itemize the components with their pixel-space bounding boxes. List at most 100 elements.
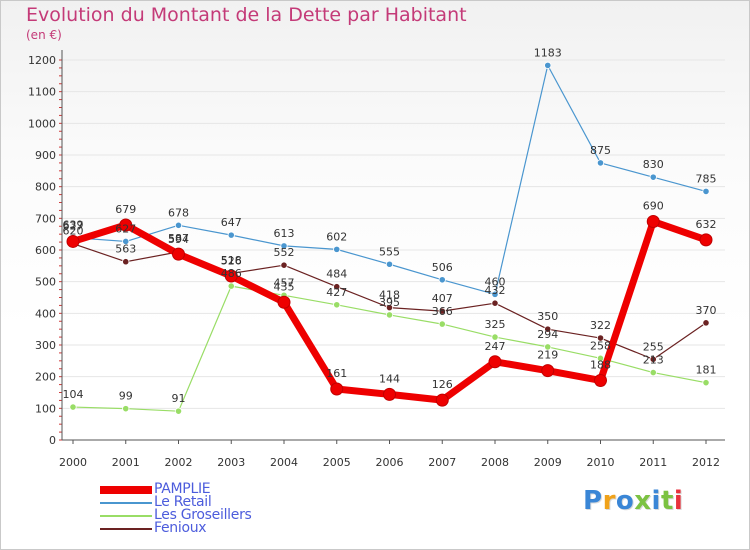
data-label: 99	[119, 390, 133, 403]
y-axis-unit-label: (en €)	[26, 28, 62, 42]
series-line-le-retail	[72, 64, 707, 295]
x-tick-label: 2009	[534, 456, 562, 469]
data-label: 350	[537, 310, 558, 323]
x-tick-label: 2007	[428, 456, 456, 469]
data-point	[227, 231, 235, 239]
data-label: 407	[432, 292, 453, 305]
data-label: 247	[485, 340, 506, 353]
logo-letter: r	[602, 486, 616, 516]
y-tick-label: 600	[35, 244, 56, 257]
x-tick-label: 2006	[376, 456, 404, 469]
data-label: 552	[274, 246, 295, 259]
line-chart: 0 100 200 300 400 500 600 700 800 900 1000 1100 1200…	[28, 46, 725, 469]
data-label: 678	[168, 206, 189, 219]
data-point	[649, 368, 657, 377]
data-point	[596, 334, 605, 342]
data-label: 555	[379, 245, 400, 258]
data-label: 188	[590, 358, 611, 371]
data-point	[333, 245, 341, 253]
data-label: 427	[326, 286, 347, 299]
y-tick-label: 1200	[28, 54, 56, 67]
y-tick-label: 500	[35, 276, 56, 289]
data-point	[702, 379, 710, 387]
data-label: 418	[379, 289, 400, 302]
data-label: 294	[537, 328, 558, 341]
proxiti-logo: Proxiti	[583, 486, 683, 516]
data-label: 587	[168, 232, 189, 245]
data-label: 620	[63, 225, 84, 238]
data-label: 1183	[534, 46, 562, 59]
data-point	[333, 301, 341, 309]
data-label: 627	[115, 222, 136, 235]
data-point	[649, 173, 657, 181]
data-point	[491, 290, 499, 298]
axes: 0 100 200 300 400 500 600 700 800 900 1000 1100 1200…	[28, 50, 725, 469]
legend-label: Le Retail	[154, 494, 212, 510]
legend-swatch	[100, 502, 152, 504]
data-label: 126	[432, 378, 453, 391]
data-label: 627	[63, 219, 84, 232]
data-point	[488, 355, 502, 369]
data-label: 690	[643, 200, 664, 213]
data-label: 432	[485, 284, 506, 297]
data-label: 679	[115, 203, 136, 216]
data-point	[277, 295, 291, 309]
data-point	[544, 325, 552, 333]
data-label: 104	[63, 388, 84, 401]
data-label: 366	[432, 305, 453, 318]
data-label: 526	[221, 254, 242, 267]
legend-label: Fenioux	[154, 520, 207, 536]
data-label: 602	[326, 230, 347, 243]
y-tick-label: 0	[49, 434, 56, 447]
data-point	[174, 221, 183, 229]
data-label: 785	[696, 172, 717, 185]
data-label: 325	[485, 318, 506, 331]
data-label: 213	[643, 354, 664, 367]
data-point	[596, 354, 605, 362]
data-point	[227, 282, 235, 290]
data-point	[385, 260, 394, 268]
logo-letter: P	[583, 486, 603, 516]
data-point	[438, 276, 446, 284]
data-point	[333, 283, 341, 291]
legend-label: Les Groseillers	[154, 507, 252, 523]
data-point	[438, 320, 446, 328]
x-tick-label: 2001	[112, 456, 140, 469]
data-label: 830	[643, 158, 664, 171]
data-label: 181	[696, 364, 717, 377]
y-tick-label: 200	[35, 371, 56, 384]
data-label: 875	[590, 144, 611, 157]
data-point	[646, 215, 660, 228]
legend-swatch	[100, 528, 152, 530]
y-tick-label: 700	[35, 212, 56, 225]
data-point	[491, 333, 499, 341]
x-tick-label: 2012	[692, 456, 720, 469]
data-label: 457	[274, 276, 295, 289]
data-point	[119, 218, 133, 232]
data-label: 395	[379, 296, 400, 309]
data-point	[702, 187, 710, 196]
x-tick-label: 2003	[217, 456, 245, 469]
x-tick-label: 2010	[587, 456, 615, 469]
data-point	[385, 304, 394, 312]
x-tick-label: 2008	[481, 456, 509, 469]
data-label: 613	[274, 227, 295, 240]
y-tick-label: 1100	[28, 86, 56, 99]
data-point	[122, 237, 130, 246]
data-label: 219	[537, 349, 558, 362]
data-label: 435	[274, 280, 295, 293]
y-tick-label: 300	[35, 339, 56, 352]
grid-lines	[62, 59, 725, 409]
data-point	[594, 373, 607, 387]
x-tick-label: 2002	[165, 456, 193, 469]
data-label: 518	[221, 254, 242, 267]
logo-letter: i	[673, 486, 684, 516]
data-label: 161	[326, 367, 347, 380]
y-tick-label: 800	[35, 181, 56, 194]
y-tick-label: 900	[35, 149, 56, 162]
data-point	[172, 247, 185, 261]
y-tick-label: 400	[35, 307, 56, 320]
y-tick-label: 1000	[28, 117, 56, 130]
data-point	[438, 307, 446, 315]
